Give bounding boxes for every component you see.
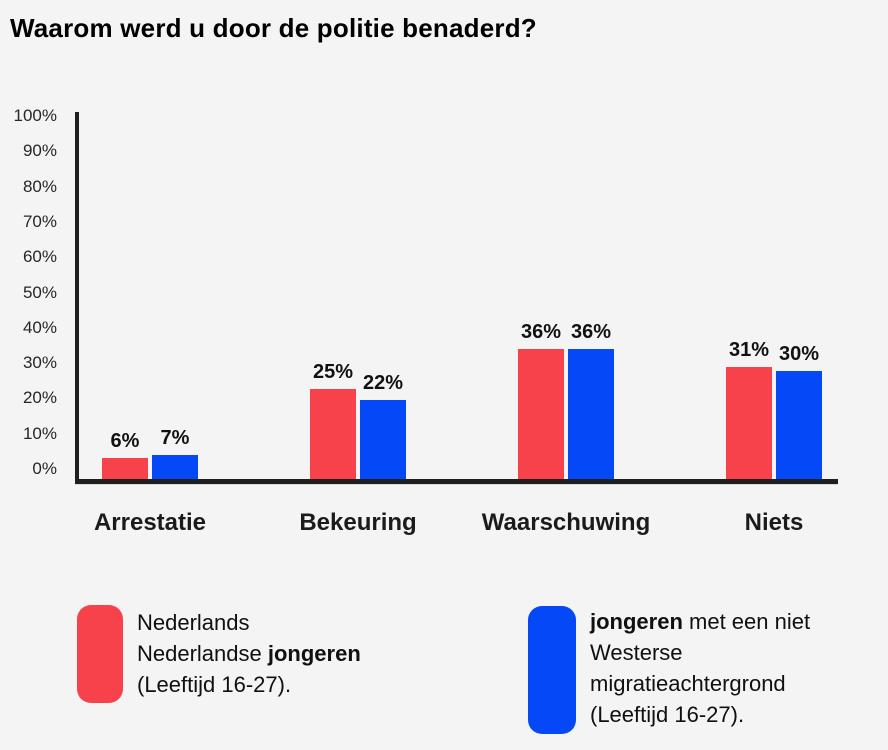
y-axis-line <box>75 112 79 484</box>
bar-value-bekeuring-blue: 22% <box>362 372 404 394</box>
legend-label-blue: jongeren met een niet Westerse migratiea… <box>590 606 810 730</box>
bar-value-waarschuwing-blue: 36% <box>570 321 612 343</box>
y-tick-60pct: 60% <box>22 247 57 267</box>
category-label-arrestatie: Arrestatie <box>93 509 207 536</box>
y-tick-90pct: 90% <box>22 141 57 161</box>
y-tick-40pct: 40% <box>22 317 57 337</box>
legend-red-line3: (Leeftijd 16-27). <box>137 672 292 697</box>
y-tick-80pct: 80% <box>22 176 57 196</box>
y-tick-30pct: 30% <box>22 353 57 373</box>
y-tick-0pct: 0% <box>32 459 57 478</box>
y-tick-50pct: 50% <box>22 282 57 302</box>
y-tick-70pct: 70% <box>22 211 57 231</box>
bar-niets-blue <box>776 371 822 483</box>
legend-blue-line4: (Leeftijd 16-27). <box>590 702 745 727</box>
bar-niets-red <box>726 367 772 483</box>
bar-value-waarschuwing-red: 36% <box>520 321 562 343</box>
legend-swatch-red <box>77 605 123 703</box>
y-tick-10pct: 10% <box>22 423 57 443</box>
bar-bekeuring-blue <box>360 400 406 483</box>
legend-label-red: Nederlands Nederlandse jongeren (Leeftij… <box>137 607 361 700</box>
bar-value-arrestatie-blue: 7% <box>160 427 190 449</box>
x-axis-line <box>75 479 838 485</box>
bar-arrestatie-blue <box>152 455 198 483</box>
category-label-bekeuring: Bekeuring <box>299 509 417 536</box>
y-tick-20pct: 20% <box>22 388 57 408</box>
page-title: Waarom werd u door de politie benaderd? <box>10 13 537 43</box>
legend-blue-line1: jongeren met een niet <box>590 609 811 634</box>
legend-red-line2: Nederlandse jongeren <box>137 641 361 666</box>
legend-blue-line2: Westerse <box>590 640 683 665</box>
legend-swatch-blue <box>528 606 576 734</box>
bar-value-niets-red: 31% <box>728 339 770 361</box>
bar-value-niets-blue: 30% <box>778 343 820 365</box>
bar-value-bekeuring-red: 25% <box>312 361 354 383</box>
bar-value-arrestatie-red: 6% <box>110 430 140 452</box>
category-label-niets: Niets <box>744 509 804 536</box>
bar-waarschuwing-blue <box>568 349 614 483</box>
bar-waarschuwing-red <box>518 349 564 483</box>
y-tick-100pct: 100% <box>13 106 57 125</box>
bar-bekeuring-red <box>310 389 356 483</box>
legend-red-line1: Nederlands <box>137 610 250 635</box>
category-label-waarschuwing: Waarschuwing <box>481 509 651 536</box>
legend-blue-line3: migratieachtergrond <box>590 671 786 696</box>
bar-arrestatie-red <box>102 458 148 483</box>
